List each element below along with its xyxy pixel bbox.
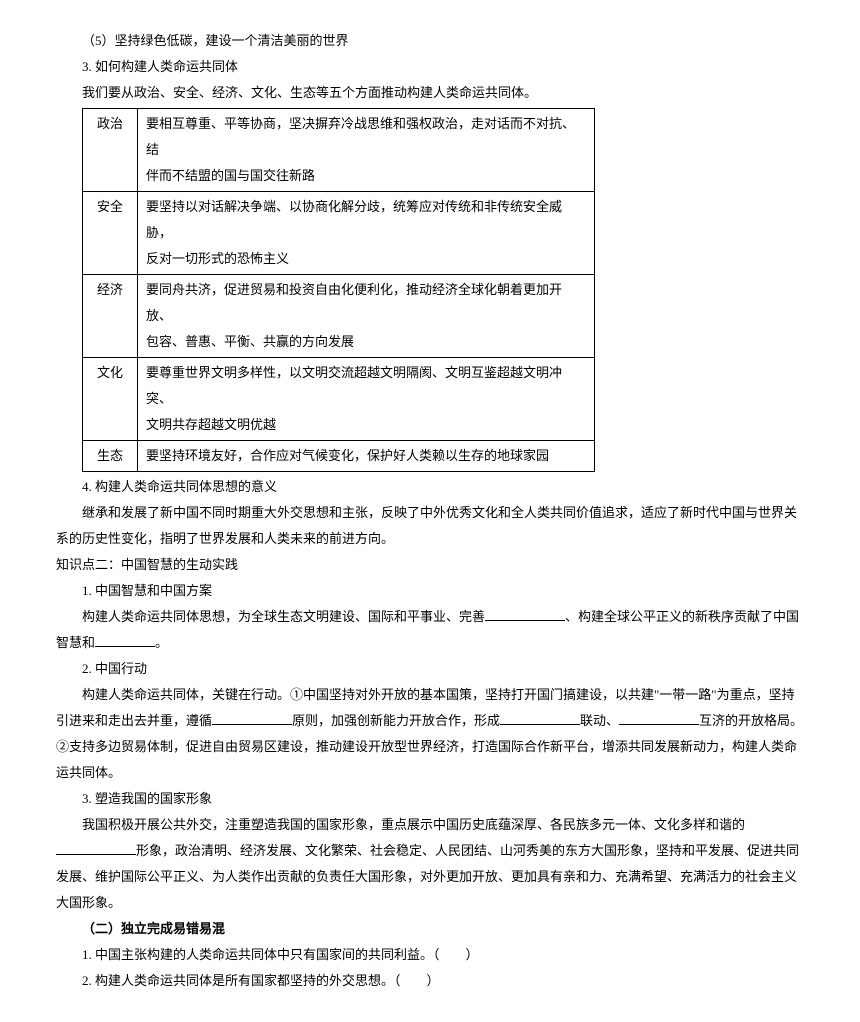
para-wisdom-plan: 构建人类命运共同体思想，为全球生态文明建设、国际和平事业、完善、构建全球公平正义… [56, 604, 804, 656]
text-fragment: 原则，加强创新能力开放合作，形成 [292, 713, 500, 728]
cell-line: 伴而不结盟的国与国交往新路 [146, 168, 315, 183]
heading-action: 2. 中国行动 [56, 656, 804, 682]
aspects-table: 政治 要相互尊重、平等协商，坚决摒弃冷战思维和强权政治，走对话而不对抗、结 伴而… [82, 108, 595, 472]
text-fragment: 我国积极开展公共外交，注重塑造我国的国家形象，重点展示中国历史底蕴深厚、各民族多… [82, 817, 745, 832]
cell-body-security: 要坚持以对话解决争端、以协商化解分歧，统筹应对传统和非传统安全威胁， 反对一切形… [138, 192, 595, 275]
cell-line: 反对一切形式的恐怖主义 [146, 251, 289, 266]
text-fragment: 联动、 [580, 713, 619, 728]
intro-five-aspects: 我们要从政治、安全、经济、文化、生态等五个方面推动构建人类命运共同体。 [56, 80, 804, 106]
para-significance: 继承和发展了新中国不同时期重大外交思想和主张，反映了中外优秀文化和全人类共同价值… [56, 500, 804, 552]
text-fragment: 构建人类命运共同体思想，为全球生态文明建设、国际和平事业、完善 [82, 609, 485, 624]
cell-label-politics: 政治 [83, 109, 138, 192]
table-row: 经济 要同舟共济，促进贸易和投资自由化便利化，推动经济全球化朝着更加开放、 包容… [83, 275, 595, 358]
text-fragment: 形象，政治清明、经济发展、文化繁荣、社会稳定、人民团结、山河秀美的东方大国形象，… [56, 843, 799, 910]
cell-line: 要同舟共济，促进贸易和投资自由化便利化，推动经济全球化朝着更加开放、 [146, 282, 562, 323]
heading-image: 3. 塑造我国的国家形象 [56, 786, 804, 812]
fill-blank[interactable] [95, 633, 155, 647]
fill-blank[interactable] [619, 711, 699, 725]
cell-line: 包容、普惠、平衡、共赢的方向发展 [146, 334, 354, 349]
cell-line: 要尊重世界文明多样性，以文明交流超越文明隔阂、文明互鉴超越文明冲突、 [146, 365, 562, 406]
cell-label-security: 安全 [83, 192, 138, 275]
cell-label-ecology: 生态 [83, 441, 138, 472]
table-row: 安全 要坚持以对话解决争端、以协商化解分歧，统筹应对传统和非传统安全威胁， 反对… [83, 192, 595, 275]
cell-line: 要相互尊重、平等协商，坚决摒弃冷战思维和强权政治，走对话而不对抗、结 [146, 116, 575, 157]
cell-body-economy: 要同舟共济，促进贸易和投资自由化便利化，推动经济全球化朝着更加开放、 包容、普惠… [138, 275, 595, 358]
knowledge-point-2: 知识点二：中国智慧的生动实践 [56, 552, 804, 578]
text-fragment: 。 [155, 635, 168, 650]
heading-wisdom: 1. 中国智慧和中国方案 [56, 578, 804, 604]
question-1: 1. 中国主张构建的人类命运共同体中只有国家间的共同利益。（ ） [56, 942, 804, 968]
table-row: 文化 要尊重世界文明多样性，以文明交流超越文明隔阂、文明互鉴超越文明冲突、 文明… [83, 358, 595, 441]
heading-4: 4. 构建人类命运共同体思想的意义 [56, 474, 804, 500]
para-china-action: 构建人类命运共同体，关键在行动。①中国坚持对外开放的基本国策，坚持打开国门搞建设… [56, 682, 804, 786]
cell-body-ecology: 要坚持环境友好，合作应对气候变化，保护好人类赖以生存的地球家园 [138, 441, 595, 472]
cell-line: 要坚持环境友好，合作应对气候变化，保护好人类赖以生存的地球家园 [146, 448, 549, 463]
para-national-image: 我国积极开展公共外交，注重塑造我国的国家形象，重点展示中国历史底蕴深厚、各民族多… [56, 812, 804, 916]
cell-label-economy: 经济 [83, 275, 138, 358]
table-row: 生态 要坚持环境友好，合作应对气候变化，保护好人类赖以生存的地球家园 [83, 441, 595, 472]
cell-label-culture: 文化 [83, 358, 138, 441]
cell-body-culture: 要尊重世界文明多样性，以文明交流超越文明隔阂、文明互鉴超越文明冲突、 文明共存超… [138, 358, 595, 441]
line-5-green: （5）坚持绿色低碳，建设一个清洁美丽的世界 [56, 28, 804, 54]
heading-3: 3. 如何构建人类命运共同体 [56, 54, 804, 80]
cell-line: 要坚持以对话解决争端、以协商化解分歧，统筹应对传统和非传统安全威胁， [146, 199, 562, 240]
fill-blank[interactable] [56, 841, 136, 855]
fill-blank[interactable] [500, 711, 580, 725]
table-row: 政治 要相互尊重、平等协商，坚决摒弃冷战思维和强权政治，走对话而不对抗、结 伴而… [83, 109, 595, 192]
section-2-heading: （二）独立完成易错易混 [56, 916, 804, 942]
fill-blank[interactable] [485, 607, 565, 621]
cell-line: 文明共存超越文明优越 [146, 417, 276, 432]
question-2: 2. 构建人类命运共同体是所有国家都坚持的外交思想。（ ） [56, 968, 804, 994]
fill-blank[interactable] [212, 711, 292, 725]
cell-body-politics: 要相互尊重、平等协商，坚决摒弃冷战思维和强权政治，走对话而不对抗、结 伴而不结盟… [138, 109, 595, 192]
